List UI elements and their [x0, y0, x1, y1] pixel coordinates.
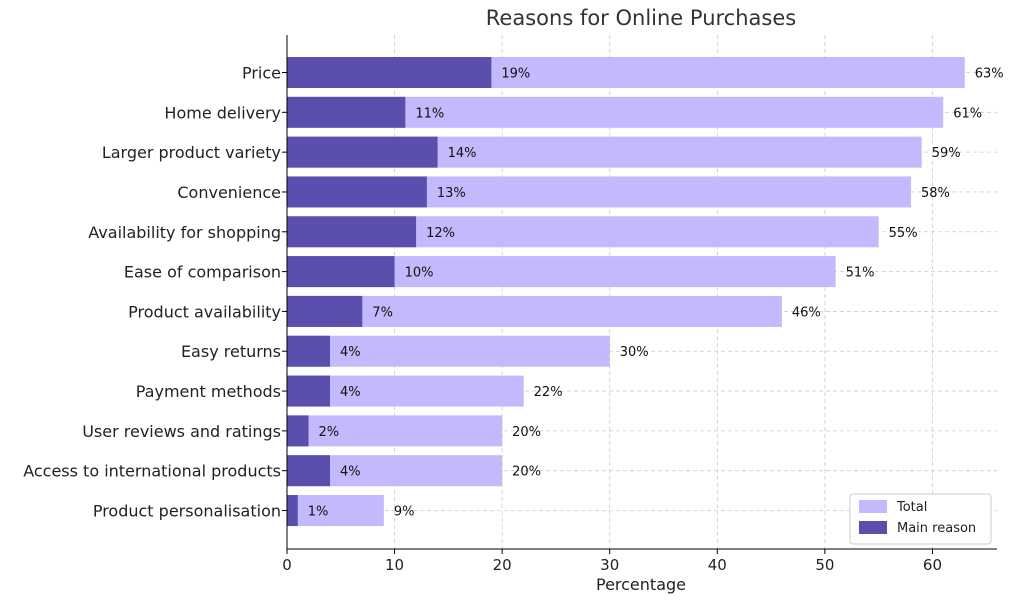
bar-main-reason: [287, 295, 363, 327]
data-label-total: 55%: [889, 226, 918, 241]
data-label-main-reason: 14%: [448, 146, 477, 161]
category-label: Availability for shopping: [88, 223, 281, 242]
bar-main-reason: [287, 375, 331, 407]
x-tick-label: 60: [923, 556, 942, 574]
legend-label-main-reason: Main reason: [897, 521, 976, 536]
bar-total: [287, 295, 782, 327]
category-labels: Price Home delivery Larger product variety…: [23, 64, 287, 521]
legend-swatch-total: [859, 500, 887, 513]
data-label-main-reason: 19%: [501, 67, 530, 82]
data-label-total: 58%: [921, 186, 950, 201]
x-tick-label: 30: [600, 556, 619, 574]
data-label-total: 59%: [932, 146, 961, 161]
category-label: Home delivery: [164, 103, 281, 122]
x-tick-label: 0: [282, 556, 292, 574]
category-label: Larger product variety: [102, 143, 281, 162]
category-label: User reviews and ratings: [82, 422, 281, 441]
data-label-total: 9%: [394, 505, 415, 520]
x-tick-label: 10: [385, 556, 404, 574]
bar-total: [287, 415, 503, 447]
bar-main-reason: [287, 57, 492, 88]
data-label-total: 46%: [792, 305, 821, 320]
data-label-total: 20%: [512, 425, 541, 440]
data-label-main-reason: 7%: [372, 305, 393, 320]
chart-title: Reasons for Online Purchases: [486, 6, 796, 30]
bar-total: [287, 335, 610, 367]
bar-main-reason: [287, 495, 298, 527]
bar-total: [287, 495, 384, 527]
bar-main-reason: [287, 136, 438, 168]
legend-swatch-main-reason: [859, 521, 887, 534]
data-label-total: 20%: [512, 465, 541, 480]
category-label: Easy returns: [181, 342, 281, 361]
legend-label-total: Total: [896, 500, 927, 515]
data-label-total: 63%: [975, 67, 1004, 82]
bars: [287, 57, 965, 527]
data-label-main-reason: 4%: [340, 385, 361, 400]
bar-main-reason: [287, 415, 309, 447]
category-label: Product personalisation: [93, 502, 281, 521]
legend: Total Main reason: [849, 493, 992, 545]
category-label: Payment methods: [136, 382, 281, 401]
data-label-total: 30%: [620, 345, 649, 360]
x-tick-label: 50: [815, 556, 834, 574]
bar-main-reason: [287, 216, 417, 248]
bar-main-reason: [287, 335, 331, 367]
category-label: Access to international products: [23, 462, 281, 481]
data-label-main-reason: 2%: [319, 425, 340, 440]
x-tick-label: 40: [708, 556, 727, 574]
x-ticks: 0 10 20 30 40 50 60: [282, 549, 942, 574]
data-label-main-reason: 1%: [308, 505, 329, 520]
category-label: Ease of comparison: [124, 263, 281, 282]
data-label-main-reason: 4%: [340, 465, 361, 480]
category-label: Product availability: [128, 302, 281, 321]
data-label-total: 22%: [534, 385, 563, 400]
data-label-total: 61%: [953, 106, 982, 121]
bar-main-reason: [287, 455, 331, 487]
data-label-total: 51%: [846, 266, 875, 281]
category-label: Convenience: [177, 183, 281, 202]
bar-main-reason: [287, 176, 427, 208]
x-axis-title: Percentage: [596, 575, 686, 594]
data-label-main-reason: 10%: [405, 266, 434, 281]
data-label-main-reason: 11%: [415, 106, 444, 121]
bar-main-reason: [287, 256, 395, 288]
bar-main-reason: [287, 96, 406, 128]
data-label-main-reason: 13%: [437, 186, 466, 201]
data-labels: 63% 19% 61% 11% 59% 14% 58% 13% 55% 12% 51% 10% 46% 7…: [308, 67, 1004, 520]
data-label-main-reason: 12%: [426, 226, 455, 241]
data-label-main-reason: 4%: [340, 345, 361, 360]
category-label: Price: [242, 64, 281, 83]
x-tick-label: 20: [493, 556, 512, 574]
